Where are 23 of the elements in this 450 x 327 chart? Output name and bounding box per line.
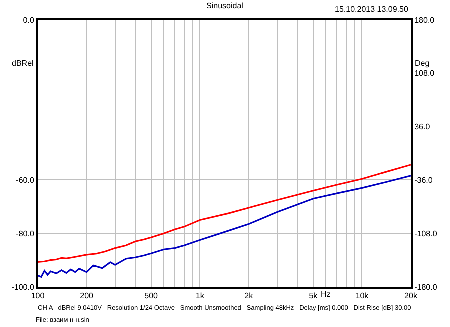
y-axis-title: dBRel bbox=[12, 59, 34, 68]
x-tick-label: 500 bbox=[144, 292, 159, 301]
x-tick-label: 5k bbox=[309, 292, 319, 301]
x-tick-label: 200 bbox=[80, 292, 94, 301]
y2-tick-label: -108.0 bbox=[414, 229, 438, 238]
y2-tick-label: -180.0 bbox=[414, 282, 438, 292]
x-axis-title: Hz bbox=[321, 290, 331, 299]
y-tick-label: 0.0 bbox=[23, 16, 35, 25]
text: 15.10.2013 13.09.50 bbox=[335, 5, 409, 14]
chart-title: Sinusoidal bbox=[206, 2, 244, 11]
y-tick-label: -100.0 bbox=[12, 282, 35, 292]
y2-axis-title: Deg bbox=[415, 59, 430, 68]
y2-tick-label: -36.0 bbox=[414, 176, 434, 185]
x-tick-label: 100 bbox=[31, 292, 46, 301]
y2-tick-label: 36.0 bbox=[414, 122, 431, 132]
y-tick-label: -60.0 bbox=[16, 176, 35, 185]
x-tick-label: 20k bbox=[404, 292, 418, 301]
x-tick-label: 1k bbox=[196, 292, 206, 301]
y2-tick-label: 108.0 bbox=[414, 69, 436, 78]
x-tick-label: 2k bbox=[244, 292, 254, 301]
x-tick-label: 10k bbox=[356, 292, 370, 301]
y2-tick-label: 180.0 bbox=[414, 16, 436, 25]
y-tick-label: -80.0 bbox=[16, 229, 35, 238]
